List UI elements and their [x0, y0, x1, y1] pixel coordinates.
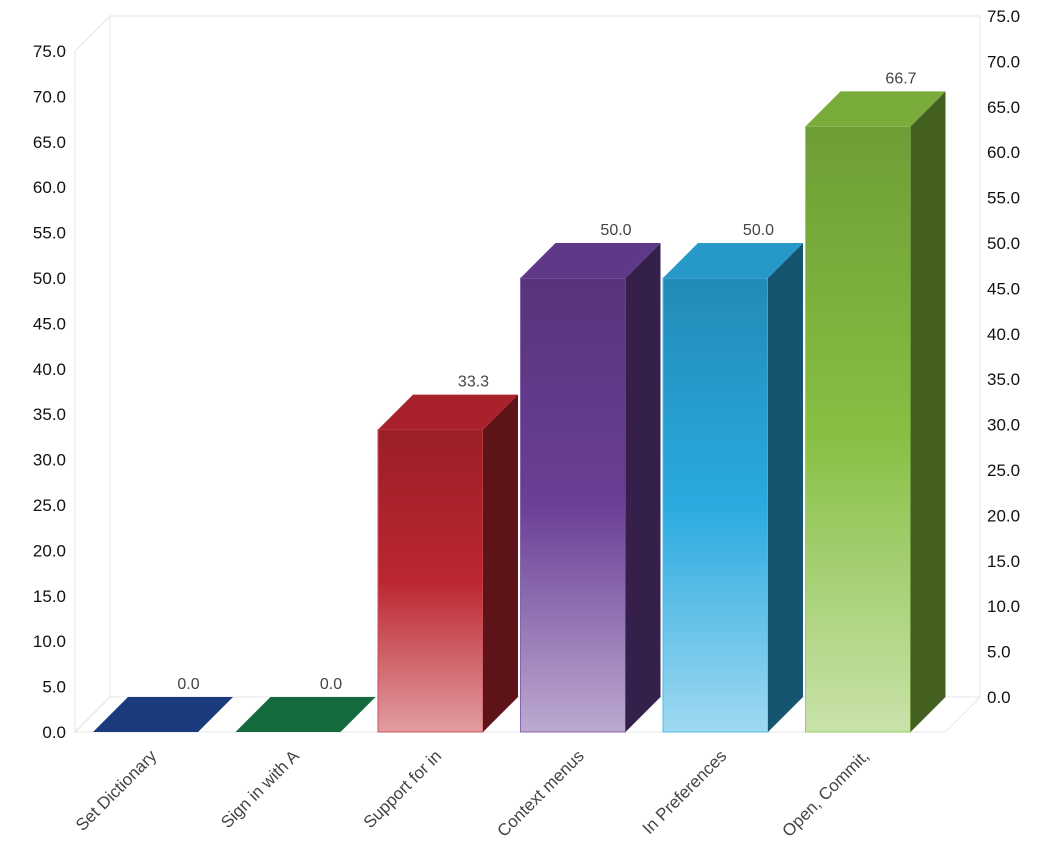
y-tick-label-right: 70.0: [987, 52, 1020, 71]
y-tick-label-right: 35.0: [987, 370, 1020, 389]
data-labels: 0.0 0.0 33.3 50.0 50.0 66.7: [177, 70, 916, 693]
category-label: Sign in with A: [217, 746, 303, 832]
bar-top: [805, 91, 946, 127]
y-tick-label-right: 20.0: [987, 506, 1020, 525]
y-tick-label-right: 5.0: [987, 643, 1011, 662]
y-tick-label-left: 40.0: [33, 360, 66, 379]
bar-value-label: 50.0: [600, 222, 631, 239]
y-tick-label-left: 50.0: [33, 269, 66, 288]
left-wall: [74, 14, 111, 734]
category-label: Set Dictionary: [72, 746, 161, 835]
bar-front: [805, 125, 911, 733]
bar-top: [93, 697, 233, 732]
category-label: In Preferences: [639, 746, 731, 838]
y-axis-left: 0.0 5.0 10.0 15.0 20.0 25.0 30.0 35.0 40.0 45.0 50…: [33, 42, 66, 742]
y-tick-label-left: 45.0: [33, 314, 66, 333]
y-tick-label-right: 45.0: [987, 279, 1020, 298]
y-tick-label-left: 5.0: [42, 678, 66, 697]
y-tick-label-right: 30.0: [987, 416, 1020, 435]
bar-side: [910, 91, 946, 732]
y-tick-label-left: 15.0: [33, 587, 66, 606]
bar-value-label: 0.0: [177, 676, 199, 693]
y-tick-label-right: 15.0: [987, 552, 1020, 571]
y-tick-label-left: 0.0: [42, 723, 66, 742]
bar-side: [625, 243, 661, 732]
y-tick-label-right: 0.0: [987, 688, 1011, 707]
bar: [520, 243, 661, 733]
y-axis-right: 0.0 5.0 10.0 15.0 20.0 25.0 30.0 35.0 40.0 45.0 50…: [987, 7, 1020, 707]
x-axis-categories: Set Dictionary Sign in with A Support for …: [72, 746, 873, 841]
bar-value-label: 50.0: [743, 222, 774, 239]
y-tick-label-left: 25.0: [33, 496, 66, 515]
y-tick-label-left: 10.0: [33, 632, 66, 651]
bar-front: [520, 277, 626, 733]
bar: [235, 697, 376, 732]
y-tick-label-right: 10.0: [987, 597, 1020, 616]
y-tick-label-right: 65.0: [987, 98, 1020, 117]
floor: [73, 696, 982, 733]
y-tick-label-right: 40.0: [987, 325, 1020, 344]
bar-top: [520, 243, 661, 278]
y-tick-label-left: 60.0: [33, 178, 66, 197]
bar: [662, 243, 803, 733]
bar: [93, 697, 233, 732]
y-tick-label-left: 30.0: [33, 451, 66, 470]
bar-top: [235, 697, 376, 732]
bar-top: [378, 394, 518, 430]
y-tick-label-left: 55.0: [33, 224, 66, 243]
bar: [805, 91, 946, 733]
bar-value-label: 0.0: [320, 676, 342, 693]
category-label: Open, Commit,: [779, 746, 873, 840]
y-tick-label-right: 75.0: [987, 7, 1020, 26]
bar-top: [663, 243, 803, 278]
bar: [377, 394, 518, 733]
y-tick-label-left: 75.0: [33, 42, 66, 61]
y-tick-label-left: 70.0: [33, 87, 66, 106]
bar-front: [377, 429, 484, 733]
y-tick-label-left: 20.0: [33, 541, 66, 560]
y-tick-label-right: 25.0: [987, 461, 1020, 480]
bars: [93, 91, 946, 733]
bar-side: [483, 394, 518, 732]
bar-value-label: 66.7: [885, 70, 916, 87]
y-tick-label-right: 60.0: [987, 143, 1020, 162]
y-tick-label-right: 50.0: [987, 234, 1020, 253]
bar-side: [768, 243, 803, 732]
bar-value-label: 33.3: [458, 374, 489, 391]
bar-front: [662, 277, 769, 733]
y-tick-label-left: 65.0: [33, 133, 66, 152]
category-label: Support for in: [360, 746, 446, 832]
y-tick-label-right: 55.0: [987, 189, 1020, 208]
category-label: Context menus: [494, 746, 588, 840]
y-tick-label-left: 35.0: [33, 405, 66, 424]
